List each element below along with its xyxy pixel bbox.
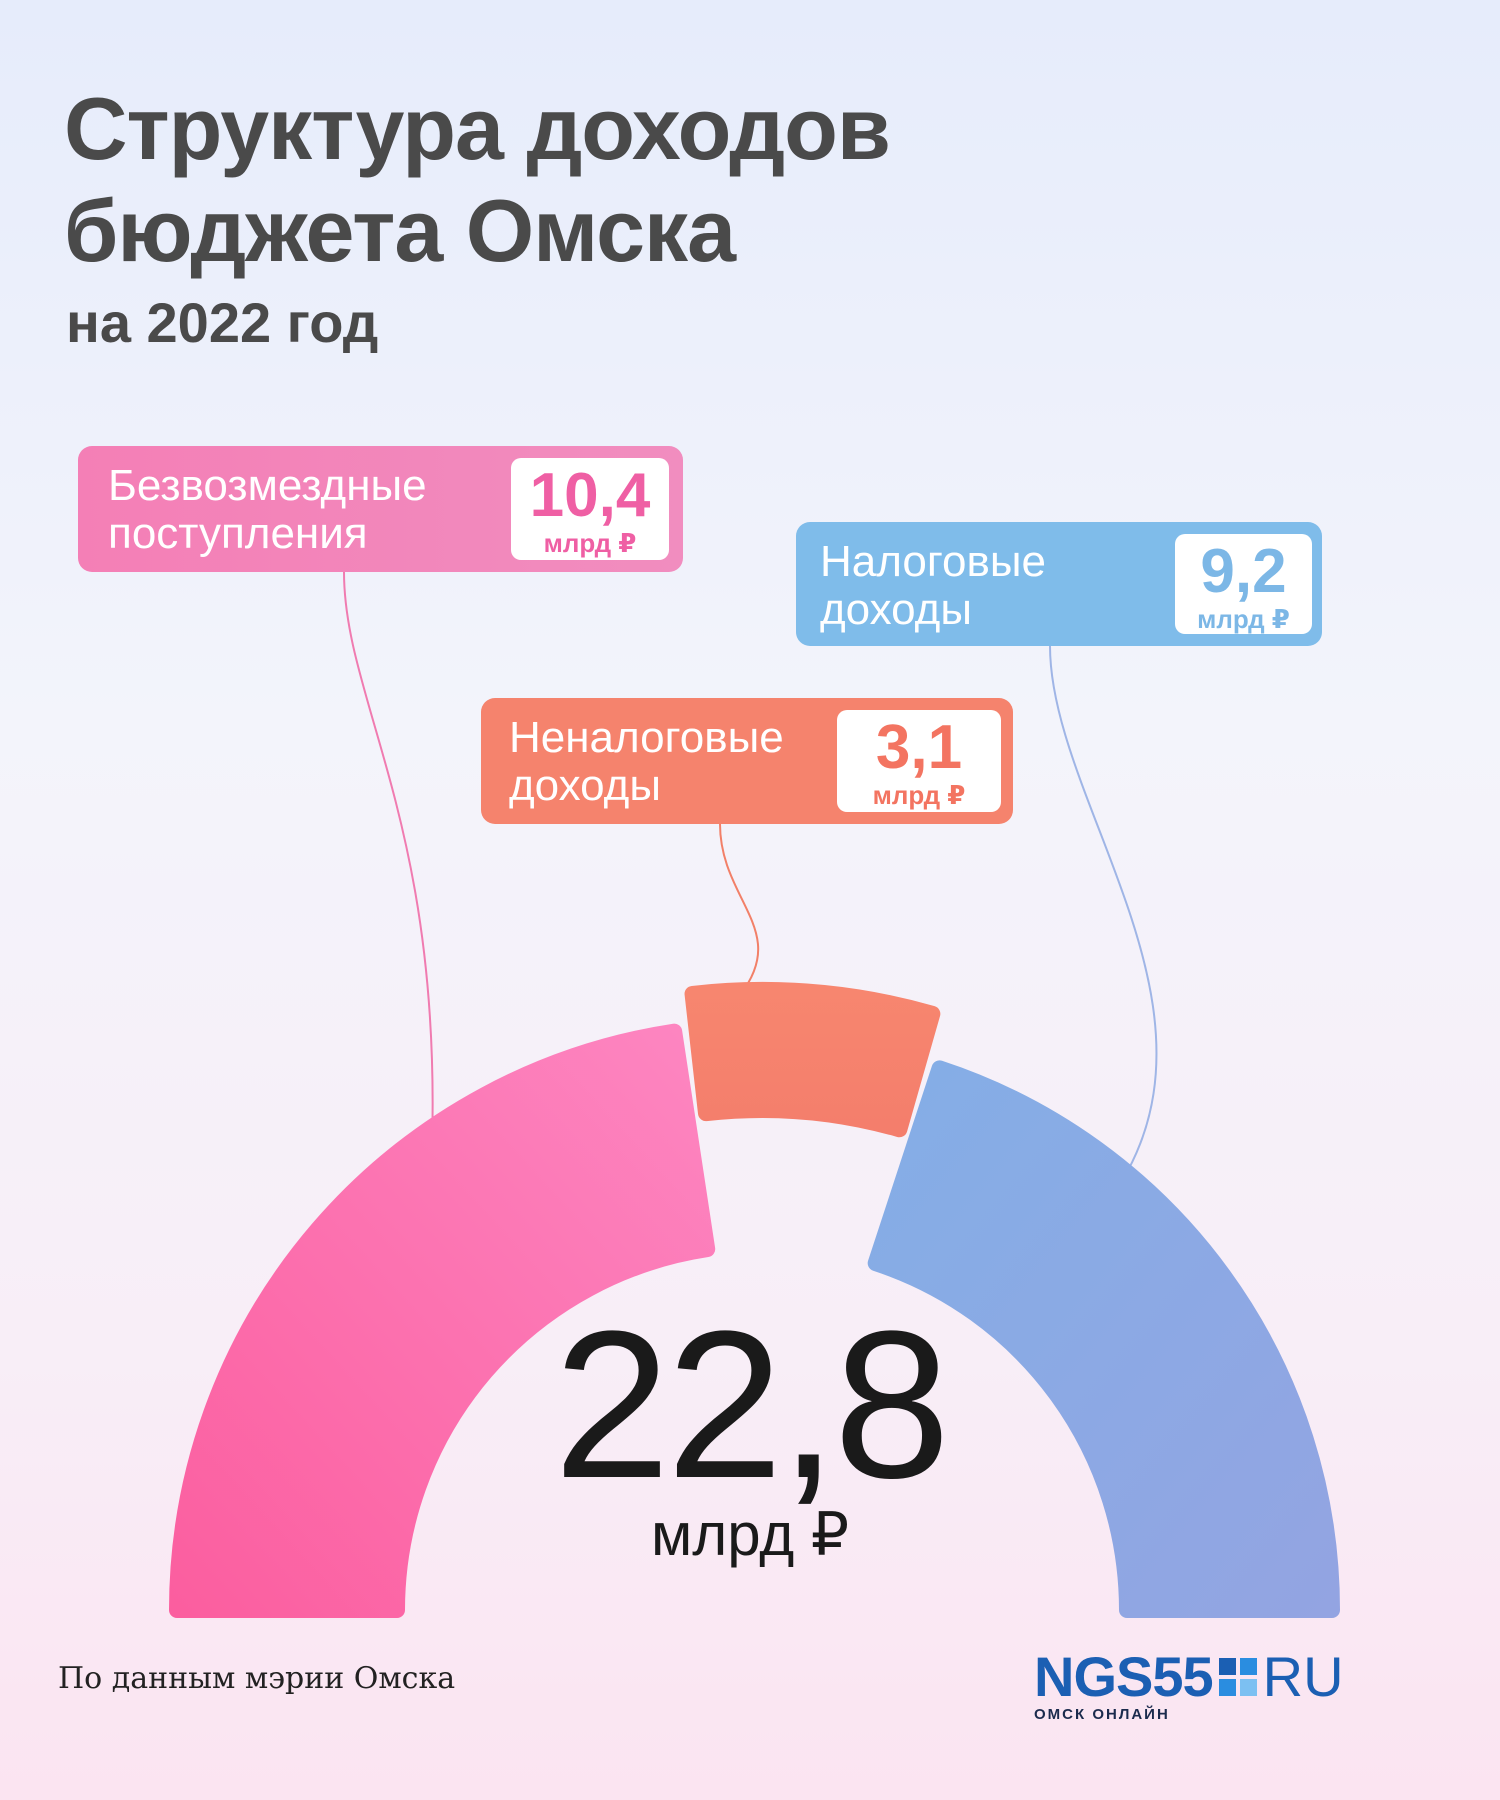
- chart-slices: [169, 982, 1340, 1618]
- slice-tax-income: [867, 1060, 1340, 1618]
- callout-grants: Безвозмездные поступления 10,4 млрд ₽: [78, 446, 683, 572]
- logo-tld: RU: [1262, 1645, 1344, 1708]
- data-label-tax-income: 9,2: [1200, 537, 1287, 606]
- data-label-non-tax-income: 3,1: [875, 713, 963, 782]
- unit-label-grants: млрд ₽: [543, 528, 637, 558]
- total-unit: млрд ₽: [650, 1501, 850, 1568]
- connector-line-non-tax-income: [719, 823, 760, 995]
- callout-tax-income: Налоговые доходы 9,2 млрд ₽: [796, 522, 1322, 646]
- title-line-1: Структура доходов: [64, 79, 891, 178]
- category-label-grants: Безвозмездные поступления: [108, 461, 427, 558]
- unit-label-tax-income: млрд ₽: [1197, 604, 1290, 634]
- callout-non-tax-income: Неналоговые доходы 3,1 млрд ₽: [481, 698, 1013, 824]
- value-box-non-tax-income: 3,1 млрд ₽: [837, 710, 1001, 812]
- value-box-tax-income: 9,2 млрд ₽: [1175, 534, 1312, 634]
- category-label-tax-income: Налоговые доходы: [820, 537, 1046, 634]
- logo-brand: NGS55: [1034, 1645, 1214, 1708]
- chart-subtitle: на 2022 год: [66, 291, 379, 354]
- slice-grants: [169, 1023, 716, 1618]
- total-readout: 22,8 млрд ₽: [540, 1287, 960, 1569]
- data-label-grants: 10,4: [529, 461, 651, 530]
- value-box-grants: 10,4 млрд ₽: [511, 458, 669, 560]
- source-note: По данным мэрии Омска: [58, 1661, 456, 1696]
- category-label-non-tax-income: Неналоговые доходы: [509, 713, 784, 810]
- connector-line-tax-income: [1049, 645, 1158, 1182]
- unit-label-non-tax-income: млрд ₽: [872, 780, 966, 810]
- connector-lines: [343, 571, 1158, 1182]
- total-value: 22,8: [553, 1287, 951, 1522]
- logo-tagline: ОМСК ОНЛАЙН: [1034, 1706, 1170, 1723]
- logo-squares-icon: [1218, 1658, 1257, 1696]
- ngs55-logo: NGS55 RU ОМСК ОНЛАЙН: [1034, 1645, 1344, 1724]
- connector-line-grants: [343, 571, 434, 1140]
- chart-title: Структура доходов бюджета Омска: [64, 78, 891, 282]
- title-line-2: бюджета Омска: [64, 181, 736, 280]
- slice-non-tax-income: [684, 982, 941, 1138]
